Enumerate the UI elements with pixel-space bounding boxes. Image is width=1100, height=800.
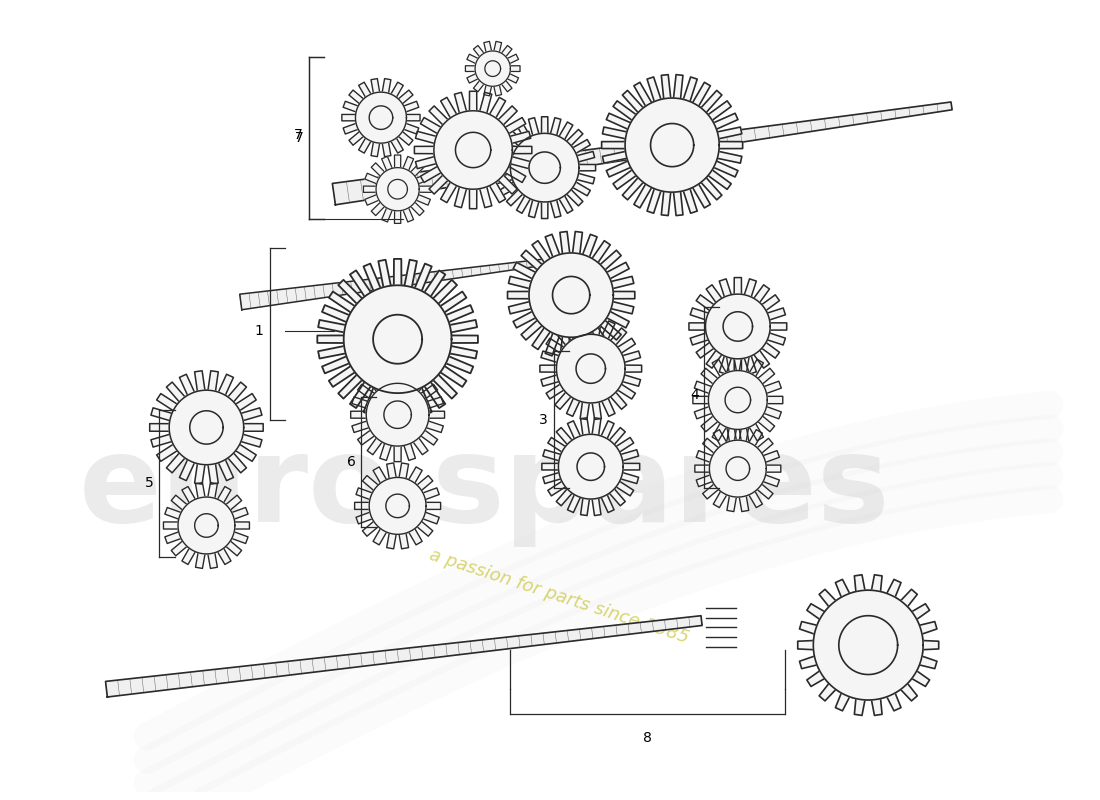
Polygon shape <box>650 123 694 166</box>
Text: 7: 7 <box>295 130 304 145</box>
Polygon shape <box>475 51 510 86</box>
Polygon shape <box>813 590 923 700</box>
Polygon shape <box>710 440 767 497</box>
Polygon shape <box>363 155 432 223</box>
Polygon shape <box>507 231 635 358</box>
Polygon shape <box>370 106 393 130</box>
Polygon shape <box>178 497 235 554</box>
Polygon shape <box>373 314 422 364</box>
Polygon shape <box>150 370 263 484</box>
Polygon shape <box>725 387 750 413</box>
Text: 1: 1 <box>254 324 263 338</box>
Polygon shape <box>705 294 770 359</box>
Polygon shape <box>578 453 605 480</box>
Polygon shape <box>351 368 444 462</box>
Polygon shape <box>602 74 742 215</box>
Polygon shape <box>465 42 520 96</box>
Text: 8: 8 <box>644 731 652 746</box>
Polygon shape <box>695 426 781 511</box>
Polygon shape <box>455 132 491 168</box>
Polygon shape <box>195 514 218 538</box>
Polygon shape <box>240 258 554 310</box>
Polygon shape <box>190 410 223 444</box>
Polygon shape <box>354 463 441 549</box>
Polygon shape <box>366 383 429 446</box>
Polygon shape <box>625 98 719 192</box>
Polygon shape <box>370 478 426 534</box>
Polygon shape <box>726 457 749 480</box>
Polygon shape <box>388 179 407 199</box>
Polygon shape <box>384 401 411 429</box>
Text: 7: 7 <box>294 128 302 142</box>
Polygon shape <box>317 259 477 419</box>
Text: 3: 3 <box>539 413 548 426</box>
Text: 6: 6 <box>346 454 355 469</box>
Polygon shape <box>510 134 579 202</box>
Polygon shape <box>798 574 938 715</box>
Polygon shape <box>540 318 641 419</box>
Polygon shape <box>552 277 590 314</box>
Polygon shape <box>559 434 623 499</box>
Polygon shape <box>332 102 953 205</box>
Text: spares: spares <box>432 430 891 546</box>
Polygon shape <box>376 168 419 210</box>
Polygon shape <box>169 390 244 465</box>
Polygon shape <box>557 334 625 403</box>
Polygon shape <box>386 494 409 518</box>
Text: a passion for parts since 1985: a passion for parts since 1985 <box>427 546 692 646</box>
Text: euro: euro <box>78 430 393 546</box>
Polygon shape <box>343 286 451 393</box>
Polygon shape <box>485 61 501 77</box>
Polygon shape <box>342 78 420 157</box>
Polygon shape <box>355 92 406 143</box>
Polygon shape <box>164 482 250 569</box>
Polygon shape <box>839 616 898 674</box>
Polygon shape <box>494 117 595 218</box>
Polygon shape <box>693 355 783 445</box>
Text: 4: 4 <box>690 388 698 402</box>
Polygon shape <box>433 110 513 190</box>
Text: 5: 5 <box>145 476 154 490</box>
Polygon shape <box>708 370 767 430</box>
Polygon shape <box>689 278 786 375</box>
Polygon shape <box>106 616 702 697</box>
Polygon shape <box>576 354 605 383</box>
Polygon shape <box>723 312 752 341</box>
Polygon shape <box>542 418 640 515</box>
Polygon shape <box>415 91 531 209</box>
Polygon shape <box>529 152 560 183</box>
Polygon shape <box>529 253 614 338</box>
